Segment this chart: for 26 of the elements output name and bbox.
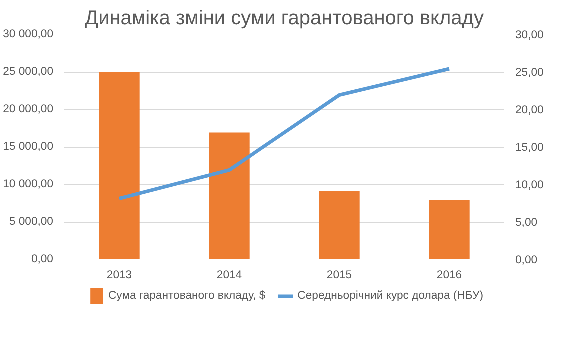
y-tick-label: 25 000,00 — [3, 66, 54, 78]
y-tick-label: 0,00 — [31, 254, 54, 266]
x-tick-label: 2014 — [216, 270, 242, 282]
y2-tick-label: 15,00 — [516, 142, 544, 154]
legend-label: Сума гарантованого вкладу, $ — [108, 290, 266, 302]
y2-tick-label: 25,00 — [516, 67, 544, 79]
legend-label: Середньорічний курс долара (НБУ) — [298, 290, 484, 302]
bar — [319, 191, 360, 260]
x-tick-label: 2013 — [106, 270, 132, 282]
bar — [99, 72, 140, 260]
x-tick-label: 2016 — [436, 270, 462, 282]
x-tick-label: 2015 — [326, 270, 352, 282]
y2-tick-label: 10,00 — [516, 180, 544, 192]
y2-tick-label: 5,00 — [516, 217, 538, 229]
bar — [429, 200, 470, 260]
y2-tick-label: 0,00 — [516, 254, 538, 266]
y-tick-label: 10 000,00 — [3, 178, 54, 190]
line-series — [118, 67, 452, 200]
y-tick-label: 30 000,00 — [3, 28, 54, 40]
y-tick-label: 15 000,00 — [3, 141, 54, 153]
chart-title: Динаміка зміни суми гарантованого вкладу — [85, 8, 484, 30]
y2-tick-label: 30,00 — [516, 30, 544, 42]
y-tick-label: 5 000,00 — [9, 216, 54, 228]
y-tick-label: 20 000,00 — [3, 104, 54, 116]
bar — [209, 132, 250, 260]
y2-tick-label: 20,00 — [516, 104, 544, 116]
